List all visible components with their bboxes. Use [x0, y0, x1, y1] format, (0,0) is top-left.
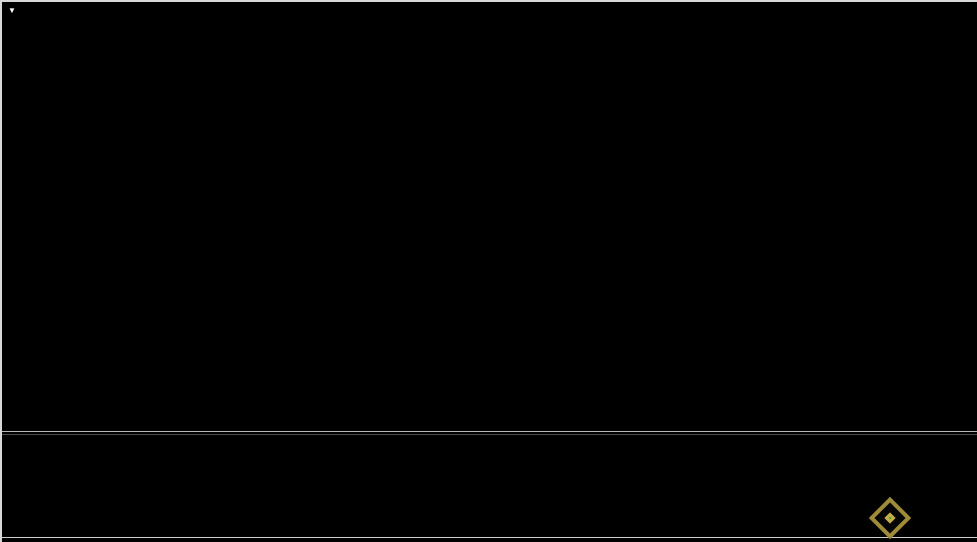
sino-sound-logo: [868, 496, 974, 540]
macd-indicator-label: [8, 439, 23, 450]
window-border-top: [0, 0, 977, 2]
pane-divider-shadow: [2, 434, 977, 435]
price-chart-area[interactable]: [0, 0, 977, 431]
window-border-left: [0, 0, 2, 542]
collapse-triangle-icon[interactable]: ▼: [8, 6, 16, 15]
chart-title: ▼: [8, 5, 57, 17]
macd-indicator-area[interactable]: [0, 435, 977, 537]
window-border-bottom: [2, 537, 977, 538]
pane-divider[interactable]: [2, 431, 977, 432]
current-price-marker: [932, 0, 977, 14]
diamond-logo-icon: [868, 496, 912, 540]
